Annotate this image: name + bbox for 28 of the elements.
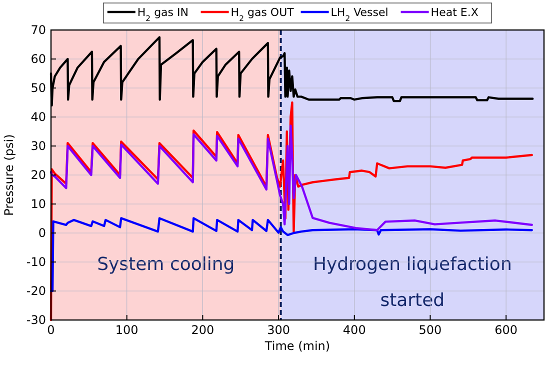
x-tick-label: 100 [115,323,138,337]
line-series [50,124,533,232]
line-series [50,217,533,292]
y-tick-label: -30 [26,313,46,327]
y-tick-label: 0 [38,226,46,240]
y-tick-label: 40 [30,110,46,124]
x-tick-label: 400 [342,323,366,337]
x-tick-label: 500 [418,323,442,337]
band-label: Hydrogen liquefaction started [312,254,512,311]
y-tick-label: 60 [30,52,46,66]
y-axis-title: Pressure (psi) [2,134,16,216]
legend-label: H$_{2}$ gas OUT [230,6,294,22]
x-axis-title: Time (min) [264,339,330,353]
x-tick-label: 0 [47,323,55,337]
legend-label: LH$_{2}$ Vessel [330,6,388,22]
y-tick-label: 50 [30,81,46,95]
y-tick-label: 70 [30,23,46,37]
x-tick-label: 200 [191,323,214,337]
y-tick-label: 10 [30,197,46,211]
y-tick-label: 30 [30,139,46,153]
y-tick-label: 20 [30,168,46,182]
band-label: System cooling [97,254,235,275]
legend-label: Heat E.X [430,6,479,19]
x-tick-label: 300 [267,323,290,337]
legend-label: H$_{2}$ gas IN [137,6,189,22]
x-tick-label: 600 [494,323,518,337]
y-tick-label: -20 [26,284,46,298]
y-tick-label: -10 [26,255,46,269]
